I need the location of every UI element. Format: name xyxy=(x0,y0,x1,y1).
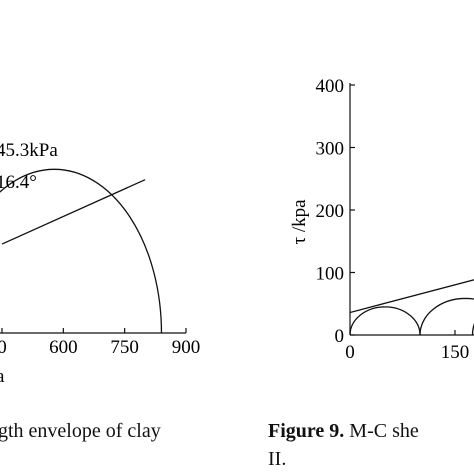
left-x-tick-label: 0 xyxy=(0,337,7,358)
right-mohr-circle xyxy=(350,306,421,335)
right-figure-caption: Figure 9. M-C she xyxy=(268,418,419,444)
left-annotation-cohesion: 45.3kPa xyxy=(0,140,58,161)
left-x-tick-label: 900 xyxy=(172,337,201,358)
right-strength-envelope xyxy=(350,279,474,314)
right-chart: 400 300 200 100 00 150 τ /kpa xyxy=(289,76,474,363)
left-x-tick-label: 750 xyxy=(110,337,139,358)
left-x-ticks: 0 600 750 900 xyxy=(0,328,200,358)
right-axis-ticks: 400 300 200 100 00 150 xyxy=(316,76,470,363)
right-y-tick-label: 100 xyxy=(316,264,345,285)
right-x-tick-label: 150 xyxy=(441,342,470,363)
left-annotation-friction-angle: 16.4° xyxy=(0,172,37,193)
right-y-tick-label: 0 xyxy=(335,326,345,347)
left-figure-caption: gth envelope of clay xyxy=(0,418,161,444)
right-caption-line2-text: II. xyxy=(268,448,287,470)
left-caption-text: gth envelope of clay xyxy=(0,420,161,442)
left-chart: 0 600 750 900 45.3kPa 16.4° a xyxy=(0,140,200,387)
left-mohr-circle xyxy=(0,168,163,334)
right-figure-caption-line2: II. xyxy=(268,446,286,472)
left-x-label-fragment: a xyxy=(0,366,5,387)
right-y-tick-label: 400 xyxy=(316,76,345,97)
right-y-tick-label: 300 xyxy=(316,139,345,160)
right-x-tick-label: 0 xyxy=(345,342,355,363)
right-y-tick-label: 200 xyxy=(316,201,345,222)
right-caption-text: M-C she xyxy=(344,420,419,442)
right-y-axis-label: τ /kpa xyxy=(289,199,310,245)
left-strength-envelope xyxy=(1,179,146,245)
left-plot-area xyxy=(0,168,163,334)
right-plot-area xyxy=(350,279,474,335)
right-caption-figure-number: Figure 9. xyxy=(268,420,345,442)
right-mohr-circle xyxy=(419,297,474,335)
left-x-tick-label: 600 xyxy=(49,337,78,358)
right-mohr-circles xyxy=(350,297,474,335)
